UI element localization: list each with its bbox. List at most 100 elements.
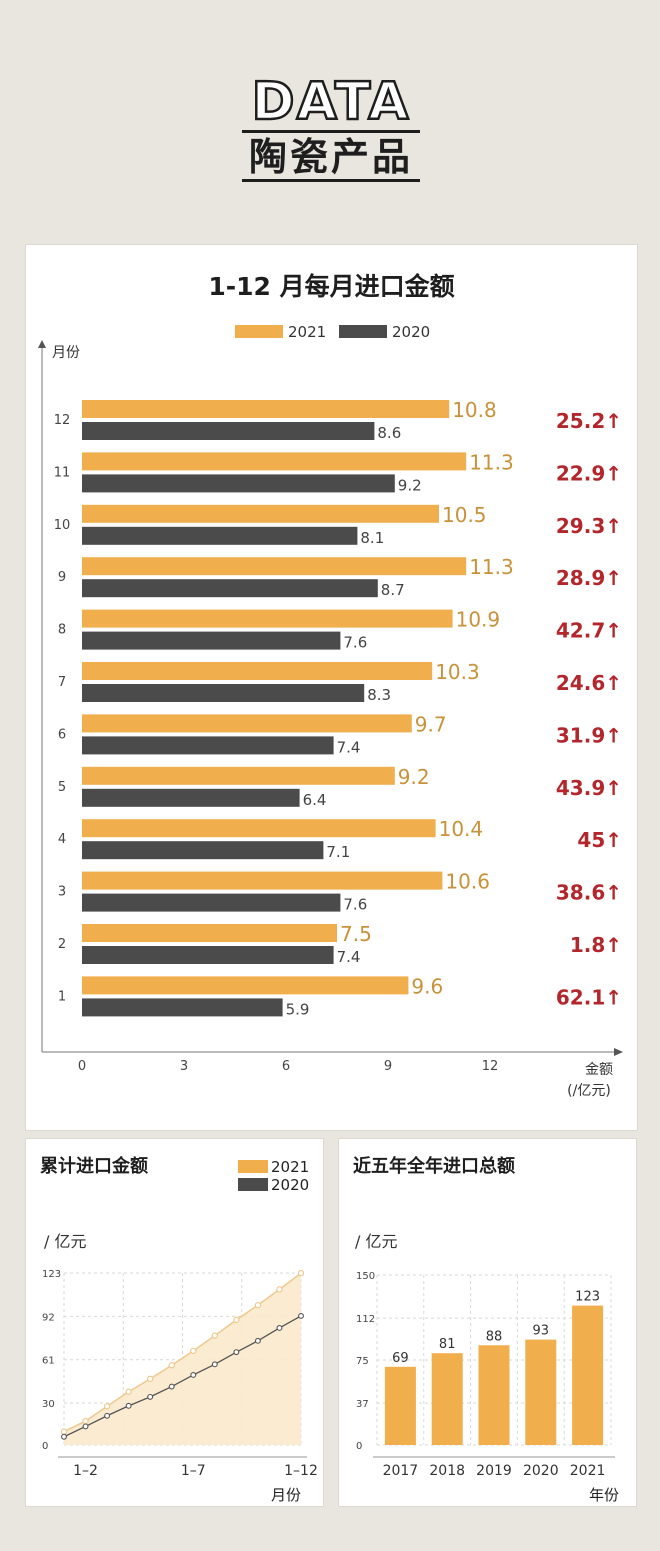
bar-2021 <box>82 714 412 733</box>
data-label-2020: 7.4 <box>337 738 361 756</box>
legend-swatch-2021 <box>235 325 283 338</box>
x-tick-label: 6 <box>282 1059 290 1074</box>
point-2020 <box>125 1402 132 1409</box>
year-bar <box>572 1305 604 1445</box>
x-axis-unit: (/亿元) <box>567 1083 611 1099</box>
legend-label-2020: 2020 <box>271 1176 309 1194</box>
y-tick-label: 12 <box>54 413 71 428</box>
page-header: DATA 陶瓷产品 <box>0 0 660 240</box>
data-label-2021: 10.8 <box>452 398 497 422</box>
point-2020 <box>276 1325 283 1331</box>
data-label-2020: 8.3 <box>367 686 391 704</box>
x-tick-label: 2017 <box>383 1463 419 1479</box>
y-axis-unit: / 亿元 <box>355 1232 397 1251</box>
point-2020 <box>61 1433 67 1440</box>
bar-value-label: 123 <box>575 1290 600 1305</box>
y-tick-label: 7 <box>58 675 66 690</box>
data-label-2021: 10.9 <box>456 608 501 632</box>
page-title: 陶瓷产品 <box>248 135 413 179</box>
x-tick-label: 2021 <box>570 1463 606 1479</box>
point-2020 <box>298 1312 304 1319</box>
growth-label: 22.9↑ <box>556 461 622 485</box>
data-label-2020: 6.4 <box>303 791 327 809</box>
y-tick-label: 92 <box>42 1312 55 1323</box>
bar-2021 <box>82 924 337 942</box>
data-label-2020: 7.6 <box>343 896 367 914</box>
bar-2021 <box>82 766 395 785</box>
data-label-2020: 8.1 <box>360 529 384 547</box>
bar-2020 <box>82 579 378 598</box>
x-axis-arrow <box>614 1048 623 1056</box>
data-label-2020: 7.4 <box>337 948 361 966</box>
data-label-2021: 10.4 <box>439 817 484 841</box>
data-label-2020: 7.1 <box>326 843 350 861</box>
y-tick-label: 37 <box>356 1399 369 1410</box>
cumulative-import-card: 累计进口金额 2021 2020 / 亿元 0 30 61 92 123 1–2 1–7 1–12 月… <box>25 1138 324 1507</box>
bar-2020 <box>82 631 341 650</box>
bar-2020 <box>82 736 334 755</box>
bar-2020 <box>82 998 283 1017</box>
growth-label: 28.9↑ <box>556 566 622 590</box>
bar-2021 <box>82 557 467 576</box>
x-axis-title: 年份 <box>589 1486 619 1504</box>
x-tick-label: 1–7 <box>181 1463 206 1479</box>
year-bar <box>384 1366 416 1445</box>
bar-2020 <box>82 788 300 807</box>
growth-label: 43.9↑ <box>556 776 622 800</box>
x-tick-label: 1–2 <box>73 1463 98 1479</box>
bar-value-label: 93 <box>533 1324 550 1339</box>
monthly-import-card: 1-12 月每月进口金额 2021 2020 月份 金额 (/亿元) 0 3 6 9 12 12 10… <box>25 244 638 1131</box>
point-2020 <box>104 1412 111 1419</box>
data-label-2021: 11.3 <box>469 450 514 474</box>
bar-2020 <box>82 893 341 912</box>
bar-2020 <box>82 474 395 493</box>
bar-value-label: 81 <box>439 1337 456 1352</box>
point-2021 <box>168 1362 175 1369</box>
y-tick-label: 4 <box>58 832 66 847</box>
data-label-2021: 10.6 <box>445 870 490 894</box>
data-label-2020: 9.2 <box>398 476 422 494</box>
data-label-2021: 7.5 <box>340 922 372 946</box>
x-tick-label: 2018 <box>429 1463 465 1479</box>
growth-label: 1.8↑ <box>570 933 622 957</box>
point-2020 <box>211 1361 218 1368</box>
bar-2021 <box>82 504 439 523</box>
brand-logo: DATA <box>250 72 411 132</box>
data-label-2021: 9.7 <box>415 712 447 736</box>
x-axis-title: 金额 <box>585 1062 613 1078</box>
bar-value-label: 88 <box>486 1329 503 1344</box>
bar-2020 <box>82 526 358 545</box>
y-tick-label: 0 <box>42 1441 48 1452</box>
five-year-chart-title: 近五年全年进口总额 <box>353 1156 515 1177</box>
y-tick-label: 61 <box>42 1356 55 1367</box>
growth-label: 62.1↑ <box>556 985 622 1009</box>
y-tick-label: 150 <box>356 1271 375 1282</box>
year-bar <box>525 1339 557 1445</box>
bar-2020 <box>82 946 334 964</box>
growth-label: 25.2↑ <box>556 409 622 433</box>
data-label-2021: 10.5 <box>442 503 487 527</box>
point-2020 <box>168 1383 175 1390</box>
legend-swatch-2021 <box>238 1160 268 1173</box>
y-tick-label: 0 <box>356 1441 362 1452</box>
bar-2020 <box>82 684 365 702</box>
area-2021 <box>64 1273 301 1445</box>
point-2021 <box>125 1388 132 1395</box>
y-tick-label: 11 <box>54 465 71 480</box>
data-label-2021: 10.3 <box>435 660 480 684</box>
five-year-import-card: 近五年全年进口总额 / 亿元 0 37 75 112 150 69 2017 81 2018 88 2… <box>338 1138 637 1507</box>
bar-2021 <box>82 662 433 680</box>
line-2020 <box>63 1315 302 1438</box>
line-2021 <box>63 1272 302 1433</box>
growth-label: 24.6↑ <box>556 671 622 695</box>
y-tick-label: 123 <box>42 1269 61 1280</box>
y-tick-label: 2 <box>58 937 66 952</box>
data-label-2021: 11.3 <box>469 555 514 579</box>
bar-2021 <box>82 976 409 995</box>
y-tick-label: 75 <box>356 1356 369 1367</box>
point-2021 <box>233 1316 240 1324</box>
x-tick-label: 0 <box>78 1059 86 1074</box>
bar-value-label: 69 <box>392 1351 409 1366</box>
year-bar <box>431 1353 463 1445</box>
